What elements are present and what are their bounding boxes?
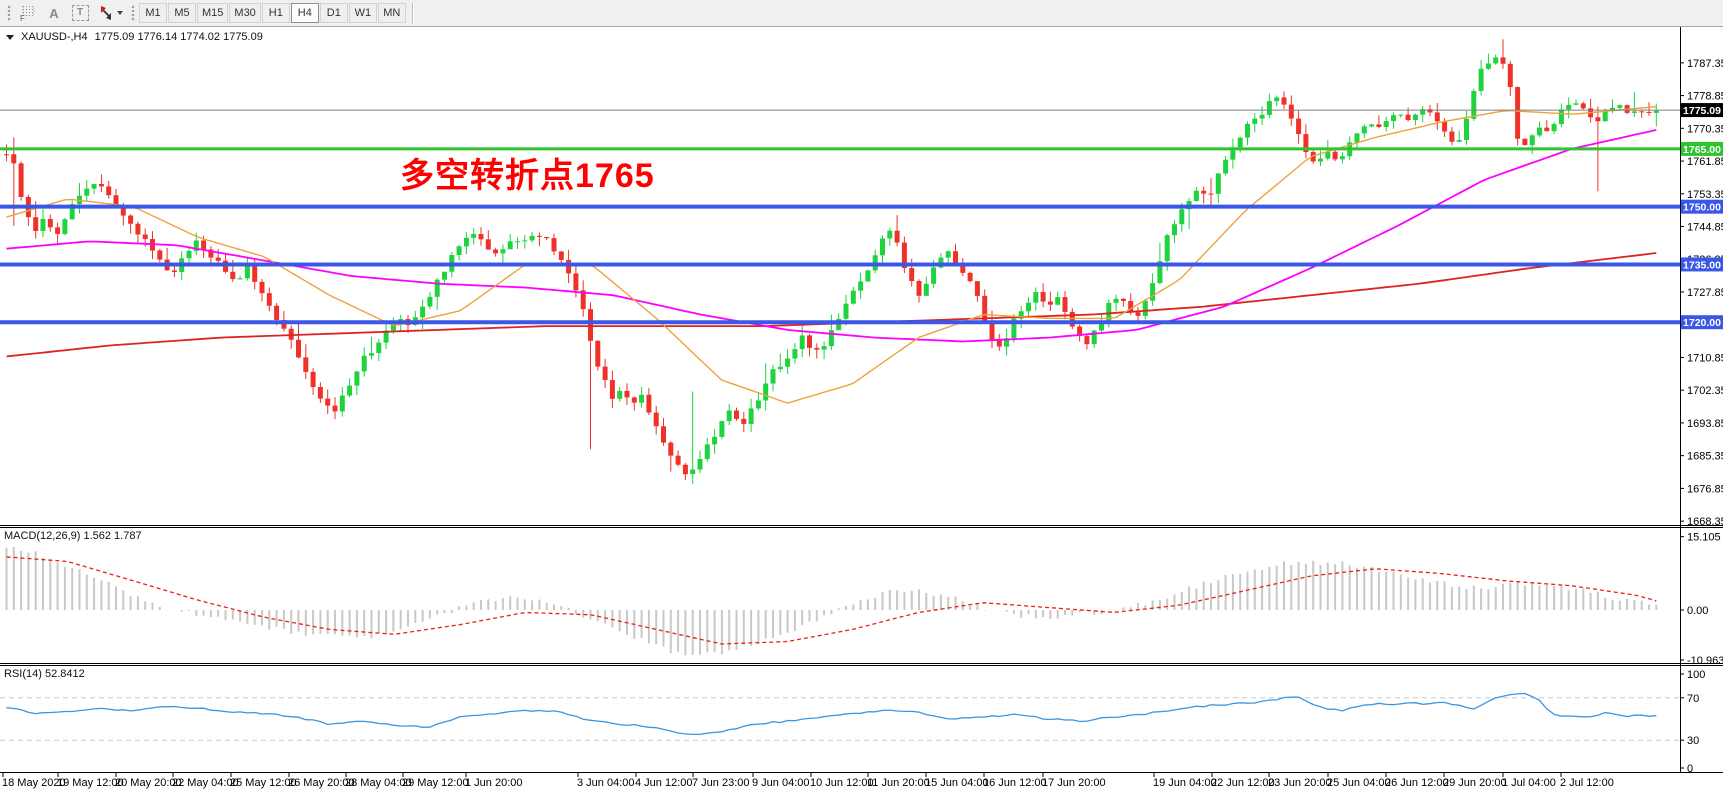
chevron-down-icon bbox=[116, 11, 123, 15]
timeframe-button-mn[interactable]: MN bbox=[377, 3, 406, 23]
svg-text:70: 70 bbox=[1687, 693, 1699, 705]
svg-text:-10.963: -10.963 bbox=[1687, 655, 1723, 667]
timeframe-button-h1[interactable]: H1 bbox=[261, 3, 290, 23]
svg-text:11 Jun 20:00: 11 Jun 20:00 bbox=[867, 777, 930, 789]
text-label-tool-button[interactable]: A bbox=[41, 3, 67, 24]
svg-text:20 May 20:00: 20 May 20:00 bbox=[115, 777, 182, 789]
svg-text:30: 30 bbox=[1687, 735, 1699, 747]
svg-text:22 Jun 12:00: 22 Jun 12:00 bbox=[1211, 777, 1275, 789]
svg-text:1702.35: 1702.35 bbox=[1687, 385, 1723, 397]
rsi-label: RSI(14) 52.8412 bbox=[4, 668, 85, 680]
timeframe-button-m15[interactable]: M15 bbox=[197, 3, 229, 23]
pivot-annotation-text: 多空转折点1765 bbox=[400, 157, 655, 195]
text-box-tool-button[interactable]: T bbox=[67, 3, 93, 24]
svg-text:1761.85: 1761.85 bbox=[1687, 156, 1723, 168]
timeframe-button-d1[interactable]: D1 bbox=[319, 3, 348, 23]
svg-text:100: 100 bbox=[1687, 669, 1705, 681]
arrow-objects-icon bbox=[100, 6, 111, 20]
text-box-icon: T bbox=[71, 5, 89, 21]
svg-text:26 Jun 12:00: 26 Jun 12:00 bbox=[1385, 777, 1449, 789]
svg-text:1778.85: 1778.85 bbox=[1687, 91, 1723, 103]
svg-text:F: F bbox=[20, 14, 25, 22]
svg-text:2 Jul 12:00: 2 Jul 12:00 bbox=[1560, 777, 1614, 789]
svg-text:1765.00: 1765.00 bbox=[1683, 144, 1721, 156]
svg-text:19 Jun 04:00: 19 Jun 04:00 bbox=[1153, 777, 1217, 789]
svg-text:1775.09: 1775.09 bbox=[1683, 105, 1721, 117]
svg-text:15.105: 15.105 bbox=[1687, 532, 1721, 544]
svg-text:1676.85: 1676.85 bbox=[1687, 483, 1723, 495]
macd-label: MACD(12,26,9) 1.562 1.787 bbox=[4, 530, 142, 542]
fibonacci-icon: F bbox=[20, 5, 35, 22]
toolbar-separator bbox=[411, 2, 414, 24]
svg-text:23 Jun 20:00: 23 Jun 20:00 bbox=[1268, 777, 1332, 789]
svg-text:25 Jun 04:00: 25 Jun 04:00 bbox=[1327, 777, 1391, 789]
ohlc-values: 1775.09 1776.14 1774.02 1775.09 bbox=[94, 31, 263, 43]
toolbar-grip[interactable] bbox=[6, 4, 12, 22]
svg-text:1710.85: 1710.85 bbox=[1687, 352, 1723, 364]
svg-text:25 May 12:00: 25 May 12:00 bbox=[230, 777, 297, 789]
svg-text:15 Jun 04:00: 15 Jun 04:00 bbox=[925, 777, 989, 789]
svg-text:1668.35: 1668.35 bbox=[1687, 516, 1723, 528]
svg-text:1 Jun 20:00: 1 Jun 20:00 bbox=[465, 777, 523, 789]
svg-text:4 Jun 12:00: 4 Jun 12:00 bbox=[635, 777, 693, 789]
svg-text:1685.35: 1685.35 bbox=[1687, 451, 1723, 463]
svg-text:1727.85: 1727.85 bbox=[1687, 287, 1723, 299]
svg-text:19 May 12:00: 19 May 12:00 bbox=[57, 777, 124, 789]
arrow-objects-tool-button[interactable] bbox=[93, 3, 127, 24]
svg-text:1750.00: 1750.00 bbox=[1683, 202, 1721, 214]
svg-text:1744.85: 1744.85 bbox=[1687, 222, 1723, 234]
timeframe-button-m5[interactable]: M5 bbox=[168, 3, 196, 23]
toolbar: F A T M1 M5 M15 M30 H1 H4 D1 W1 MN bbox=[0, 0, 1723, 27]
timeframe-button-w1[interactable]: W1 bbox=[348, 3, 377, 23]
svg-text:17 Jun 20:00: 17 Jun 20:00 bbox=[1042, 777, 1106, 789]
svg-text:1770.35: 1770.35 bbox=[1687, 123, 1723, 135]
fibonacci-tool-button[interactable]: F bbox=[15, 3, 41, 24]
timeframe-button-m1[interactable]: M1 bbox=[139, 3, 167, 23]
timeframe-group-grip[interactable] bbox=[130, 4, 136, 22]
svg-text:10 Jun 12:00: 10 Jun 12:00 bbox=[810, 777, 874, 789]
svg-text:1693.85: 1693.85 bbox=[1687, 418, 1723, 430]
symbol-label: XAUUSD-,H4 bbox=[21, 31, 88, 43]
svg-text:1 Jul 04:00: 1 Jul 04:00 bbox=[1502, 777, 1556, 789]
timeframe-button-m30[interactable]: M30 bbox=[229, 3, 261, 23]
chart-header: XAUUSD-,H4 1775.09 1776.14 1774.02 1775.… bbox=[6, 31, 263, 43]
svg-text:16 Jun 12:00: 16 Jun 12:00 bbox=[983, 777, 1047, 789]
svg-text:28 May 04:00: 28 May 04:00 bbox=[345, 777, 412, 789]
svg-text:1787.35: 1787.35 bbox=[1687, 58, 1723, 70]
svg-text:9 Jun 04:00: 9 Jun 04:00 bbox=[752, 777, 810, 789]
svg-text:1753.35: 1753.35 bbox=[1687, 189, 1723, 201]
svg-text:1720.00: 1720.00 bbox=[1683, 317, 1721, 329]
symbol-dropdown-caret[interactable] bbox=[6, 34, 14, 40]
svg-text:18 May 2020: 18 May 2020 bbox=[2, 777, 66, 789]
svg-text:29 May 12:00: 29 May 12:00 bbox=[402, 777, 469, 789]
svg-text:22 May 04:00: 22 May 04:00 bbox=[172, 777, 239, 789]
svg-text:3 Jun 04:00: 3 Jun 04:00 bbox=[577, 777, 635, 789]
svg-text:7 Jun 23:00: 7 Jun 23:00 bbox=[692, 777, 750, 789]
svg-text:0: 0 bbox=[1687, 763, 1693, 775]
svg-text:0.00: 0.00 bbox=[1687, 605, 1708, 617]
svg-text:1735.00: 1735.00 bbox=[1683, 259, 1721, 271]
text-label-icon: A bbox=[49, 5, 59, 21]
svg-text:29 Jun 20:00: 29 Jun 20:00 bbox=[1443, 777, 1507, 789]
svg-text:26 May 20:00: 26 May 20:00 bbox=[288, 777, 355, 789]
timeframe-button-h4[interactable]: H4 bbox=[290, 3, 319, 23]
